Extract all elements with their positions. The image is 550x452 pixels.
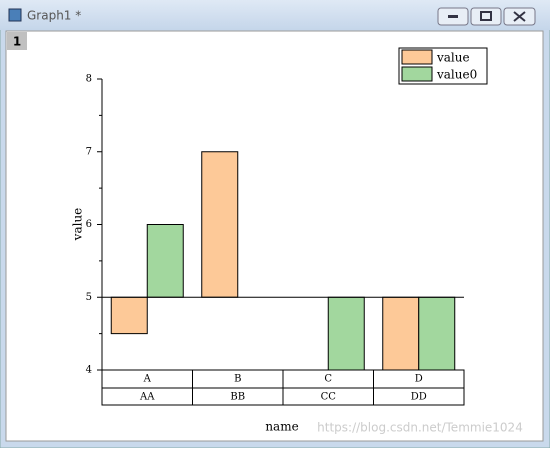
y-tick-label: 4 [86,365,92,376]
y-tick-label: 7 [86,146,92,157]
bar [418,296,456,371]
y-tick-label: 6 [86,219,92,230]
x-tick-label: D [415,374,423,385]
window-buttons [437,7,536,26]
graph-page [5,30,544,442]
window-title: Graph1 * [27,9,81,23]
legend-label: value0 [436,68,477,82]
bar [327,296,365,371]
x-tick-label: B [234,374,241,385]
legend-swatch [401,66,433,82]
layer-label: 1 [13,35,21,49]
window-icon [8,8,22,22]
x-subtick-label: BB [230,392,245,403]
layer-tab[interactable] [7,32,27,50]
legend-swatch [401,49,433,65]
minimize-icon [448,15,458,18]
bar [146,224,184,298]
y-tick-label: 8 [86,74,92,85]
y-axis-label: value [71,208,85,242]
x-tick-label: A [143,374,152,385]
maximize-icon [480,11,492,21]
legend-label: value [436,51,470,65]
bar [201,151,239,298]
close-icon [513,11,526,22]
x-subtick-label: CC [321,392,337,403]
bar [110,296,148,335]
y-tick-label: 5 [86,292,92,303]
x-axis-label: name [265,420,298,434]
x-subtick-label: DD [411,392,427,403]
x-tick-label: C [324,374,332,385]
x-subtick-label: AA [139,392,155,403]
maximize-button[interactable] [470,7,502,26]
bar [382,296,420,371]
watermark: https://blog.csdn.net/Temmie1024 [317,421,523,435]
